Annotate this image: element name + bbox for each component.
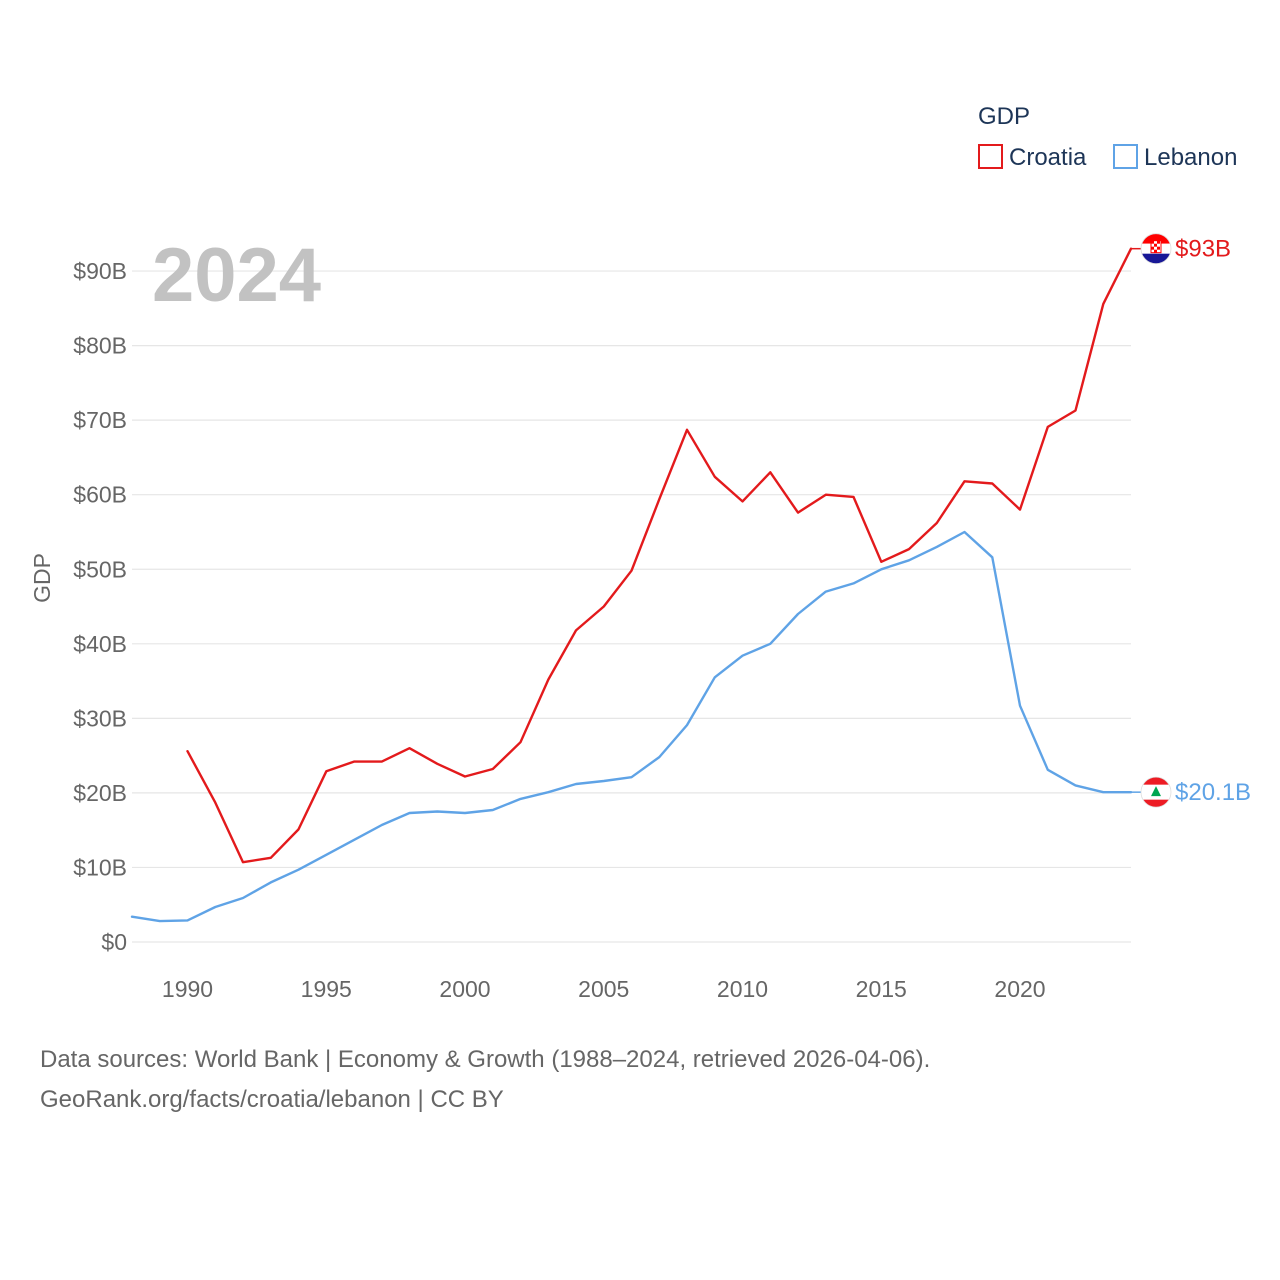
series-lines (130, 247, 1133, 923)
y-tick-label: $0 (101, 929, 127, 955)
x-axis-ticks: 1990 1995 2000 2005 2010 2015 2020 (162, 976, 1046, 1002)
x-tick-label: 2015 (856, 976, 907, 1002)
x-tick-label: 1995 (301, 976, 352, 1002)
y-tick-label: $30B (73, 705, 127, 731)
legend: GDP Croatia Lebanon (978, 103, 1237, 171)
y-axis-title: GDP (29, 553, 55, 603)
y-tick-label: $70B (73, 407, 127, 433)
lebanon-flag-icon (1140, 776, 1172, 808)
croatia-flag-icon (1140, 233, 1172, 265)
x-tick-label: 2000 (439, 976, 490, 1002)
x-tick-label: 2020 (994, 976, 1045, 1002)
legend-swatch-croatia (978, 144, 1003, 169)
legend-item-lebanon[interactable]: Lebanon (1113, 144, 1237, 171)
x-tick-label: 2005 (578, 976, 629, 1002)
y-axis-ticks: $0 $10B $20B $30B $40B $50B $60B $70B $80B $90B (73, 258, 127, 955)
y-tick-label: $20B (73, 780, 127, 806)
footer-line-url: GeoRank.org/facts/croatia/lebanon | CC B… (40, 1086, 504, 1113)
series-line-croatia[interactable] (186, 247, 1133, 864)
y-tick-label: $90B (73, 258, 127, 284)
legend-label-lebanon: Lebanon (1144, 144, 1237, 171)
legend-swatch-lebanon (1113, 144, 1138, 169)
footer-line-sources: Data sources: World Bank | Economy & Gro… (40, 1046, 931, 1073)
x-tick-label: 1990 (162, 976, 213, 1002)
legend-label-croatia: Croatia (1009, 144, 1087, 171)
y-tick-label: $80B (73, 333, 127, 359)
end-labels: $93B $20.1B (1131, 233, 1251, 808)
legend-item-croatia[interactable]: Croatia (978, 144, 1087, 171)
end-label-lebanon: $20.1B (1175, 779, 1251, 806)
x-tick-label: 2010 (717, 976, 768, 1002)
end-label-croatia: $93B (1175, 236, 1231, 263)
series-line-lebanon[interactable] (130, 530, 1133, 923)
legend-title: GDP (978, 103, 1030, 130)
y-tick-label: $60B (73, 482, 127, 508)
footer-source: Data sources: World Bank | Economy & Gro… (40, 1040, 930, 1120)
gridlines (132, 270, 1131, 943)
current-year-watermark: 2024 (152, 233, 321, 318)
y-tick-label: $50B (73, 556, 127, 582)
y-tick-label: $10B (73, 854, 127, 880)
y-tick-label: $40B (73, 631, 127, 657)
